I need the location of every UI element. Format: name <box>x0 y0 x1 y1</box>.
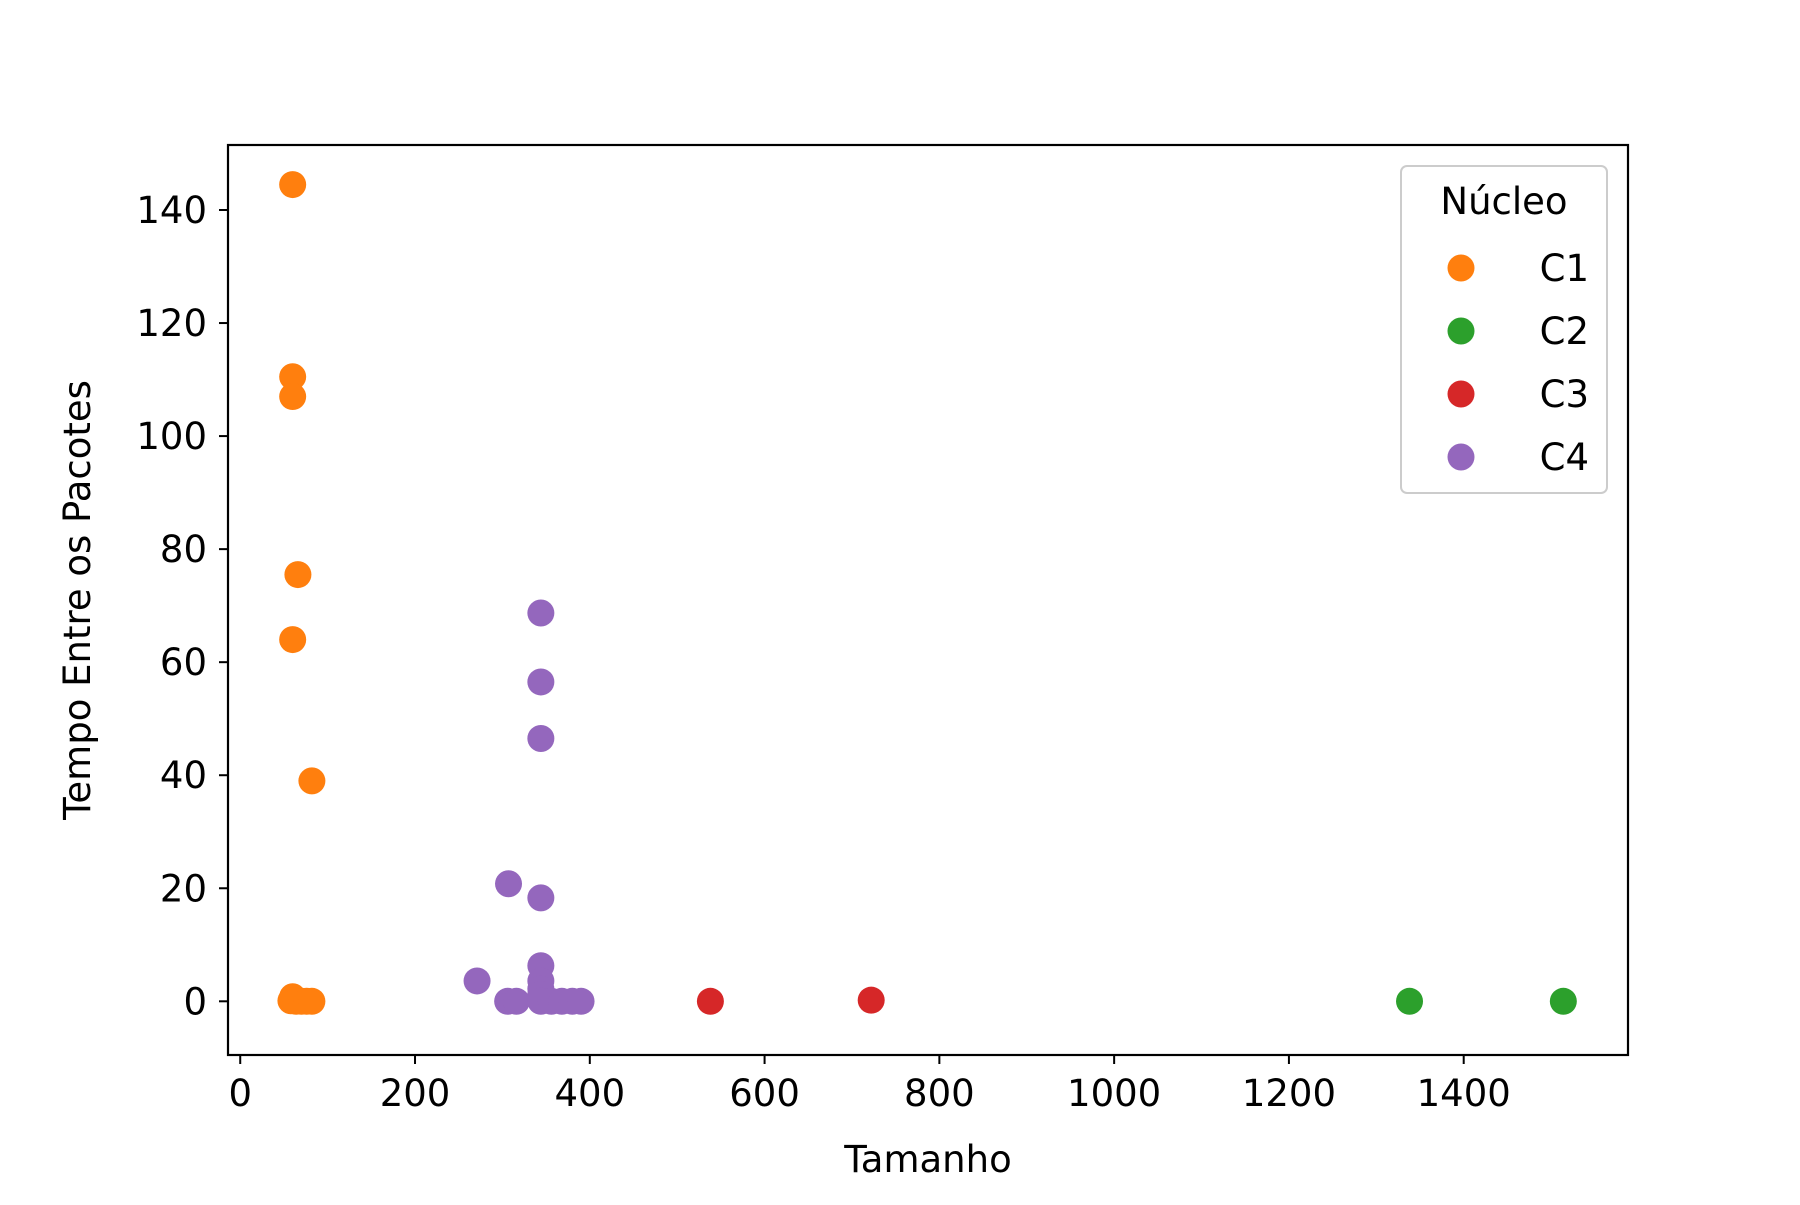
legend: Núcleo C1 C2 C3 C4 <box>1400 165 1608 494</box>
legend-marker-c2 <box>1447 317 1475 345</box>
y-tick-label: 80 <box>160 528 207 571</box>
legend-title: Núcleo <box>1440 180 1567 223</box>
data-point-c2 <box>1549 987 1577 1015</box>
y-axis-label: Tempo Entre os Pacotes <box>56 380 99 821</box>
legend-marker-c1 <box>1447 254 1475 282</box>
data-point-c4 <box>527 599 555 627</box>
x-tick-label: 0 <box>228 1072 252 1115</box>
data-point-c4 <box>527 724 555 752</box>
x-tick-label: 200 <box>380 1072 451 1115</box>
x-tick-label: 1200 <box>1242 1072 1336 1115</box>
y-tick-label: 40 <box>160 754 207 797</box>
data-points <box>277 171 1577 1015</box>
data-point-c1 <box>279 171 307 199</box>
legend-label-c1: C1 <box>1540 247 1589 290</box>
x-tick-label: 600 <box>729 1072 800 1115</box>
data-point-c1 <box>298 987 326 1015</box>
legend-box <box>1400 165 1608 494</box>
x-tick-label: 1000 <box>1067 1072 1161 1115</box>
data-point-c1 <box>279 363 307 391</box>
data-point-c1 <box>279 626 307 654</box>
data-point-c4 <box>567 987 595 1015</box>
x-tick-label: 400 <box>554 1072 625 1115</box>
y-tick-label: 120 <box>136 302 207 345</box>
legend-marker-c3 <box>1447 380 1475 408</box>
data-point-c4 <box>502 987 530 1015</box>
y-tick-label: 0 <box>183 980 207 1023</box>
legend-label-c4: C4 <box>1540 436 1589 479</box>
plot-frame <box>226 143 1630 1057</box>
data-point-c1 <box>279 383 307 411</box>
data-point-c4 <box>495 870 523 898</box>
data-point-c1 <box>284 561 312 589</box>
legend-label-c3: C3 <box>1540 373 1589 416</box>
x-tick-label: 1400 <box>1417 1072 1511 1115</box>
data-point-c4 <box>463 967 491 995</box>
y-tick-label: 140 <box>136 189 207 232</box>
axis-ticks: 0 200 400 600 800 1000 1200 1400 0 20 40 60 80 100 120… <box>136 189 1510 1115</box>
data-point-c4 <box>527 668 555 696</box>
y-tick-label: 20 <box>160 867 207 910</box>
y-tick-label: 60 <box>160 641 207 684</box>
data-point-c4 <box>527 884 555 912</box>
x-tick-label: 800 <box>904 1072 975 1115</box>
data-point-c3 <box>857 986 885 1014</box>
data-point-c1 <box>298 767 326 795</box>
data-point-c2 <box>1396 987 1424 1015</box>
y-tick-label: 100 <box>136 415 207 458</box>
x-axis-label: Tamanho <box>843 1138 1011 1181</box>
legend-marker-c4 <box>1447 443 1475 471</box>
legend-label-c2: C2 <box>1540 310 1589 353</box>
data-point-c3 <box>696 987 724 1015</box>
